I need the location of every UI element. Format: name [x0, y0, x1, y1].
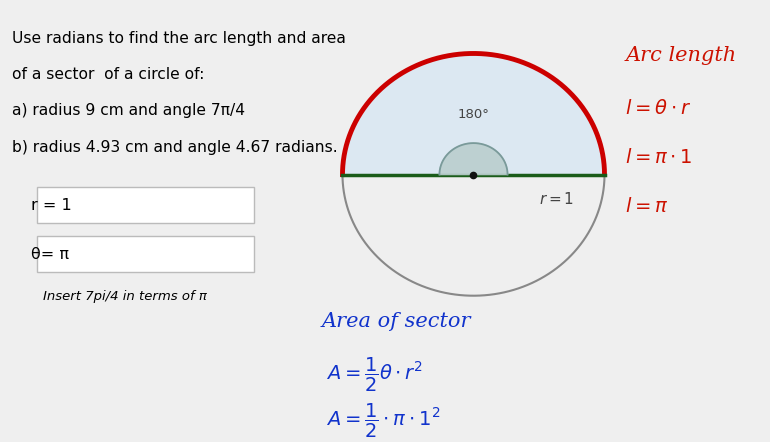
Text: $r = 1$: $r = 1$	[539, 191, 574, 207]
Polygon shape	[440, 143, 507, 175]
Text: b) radius 4.93 cm and angle 4.67 radians.: b) radius 4.93 cm and angle 4.67 radians…	[12, 140, 338, 155]
Text: $l = \theta \cdot r$: $l = \theta \cdot r$	[625, 99, 691, 118]
Text: Insert 7pi/4 in terms of π: Insert 7pi/4 in terms of π	[43, 290, 207, 302]
Text: Area of sector: Area of sector	[322, 312, 471, 331]
Text: a) radius 9 cm and angle 7π/4: a) radius 9 cm and angle 7π/4	[12, 103, 246, 118]
Text: r = 1: r = 1	[31, 198, 72, 213]
Text: $A = \dfrac{1}{2}\theta \cdot r^2$: $A = \dfrac{1}{2}\theta \cdot r^2$	[326, 356, 424, 394]
Text: Arc length: Arc length	[625, 46, 736, 65]
FancyBboxPatch shape	[37, 187, 254, 223]
Text: $A = \dfrac{1}{2} \cdot \pi \cdot 1^2$: $A = \dfrac{1}{2} \cdot \pi \cdot 1^2$	[326, 402, 440, 440]
Text: θ= π: θ= π	[31, 247, 69, 262]
Polygon shape	[343, 53, 604, 175]
Text: of a sector  of a circle of:: of a sector of a circle of:	[12, 67, 205, 82]
Text: $l = \pi \cdot 1$: $l = \pi \cdot 1$	[625, 148, 693, 167]
Text: Use radians to find the arc length and area: Use radians to find the arc length and a…	[12, 31, 346, 46]
FancyBboxPatch shape	[37, 236, 254, 272]
Text: 180°: 180°	[457, 107, 490, 121]
Text: $l = \pi$: $l = \pi$	[625, 197, 668, 216]
